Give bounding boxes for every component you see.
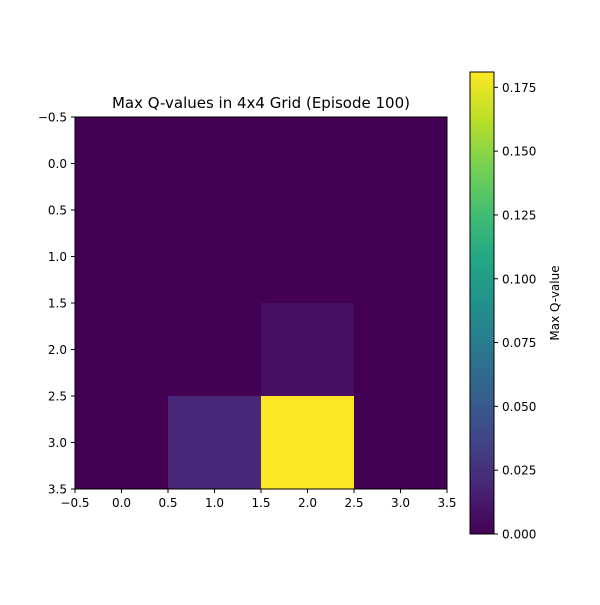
heatmap-cell <box>261 210 355 304</box>
x-tick-label: 0.0 <box>112 496 131 510</box>
x-axis: −0.5 0.0 0.5 1.0 1.5 2.0 2.5 3.0 3.5 <box>60 489 457 510</box>
heatmap-cell <box>75 210 169 304</box>
y-axis: −0.5 0.0 0.5 1.0 1.5 2.0 2.5 3.0 3.5 <box>38 111 75 497</box>
colorbar-tick-label: 0.075 <box>502 336 536 350</box>
colorbar <box>469 71 495 535</box>
y-tick-label: 2.5 <box>48 390 67 404</box>
x-tick-label: 2.0 <box>298 496 317 510</box>
colorbar-tick-label: 0.025 <box>502 464 536 478</box>
x-tick-label: 3.5 <box>437 496 456 510</box>
y-tick-label: −0.5 <box>38 111 67 125</box>
colorbar-tick-label: 0.125 <box>502 208 536 222</box>
y-tick-label: 1.5 <box>48 297 67 311</box>
colorbar-tick-label: 0.150 <box>502 145 536 159</box>
x-tick-label: 3.0 <box>391 496 410 510</box>
colorbar-tick-label: 0.050 <box>502 400 536 414</box>
heatmap-cell <box>354 396 448 490</box>
heatmap-cell <box>168 396 262 490</box>
heatmap-cell <box>261 396 355 490</box>
heatmap-cell <box>354 210 448 304</box>
x-tick-label: 1.5 <box>251 496 270 510</box>
colorbar-tick-label: 0.100 <box>502 272 536 286</box>
colorbar-label: Max Q-value <box>548 265 562 340</box>
heatmap-cell <box>168 117 262 211</box>
heatmap-cells <box>75 117 448 490</box>
y-tick-label: 0.0 <box>48 157 67 171</box>
heatmap-cell <box>354 117 448 211</box>
colorbar-axis: 0.000 0.025 0.050 0.075 0.100 0.125 0.150 0.175 <box>494 81 536 542</box>
heatmap-cell <box>261 303 355 397</box>
y-tick-label: 1.0 <box>48 250 67 264</box>
y-tick-label: 2.0 <box>48 343 67 357</box>
x-tick-label: 2.5 <box>344 496 363 510</box>
heatmap-cell <box>168 210 262 304</box>
heatmap-cell <box>261 117 355 211</box>
colorbar-tick-label: 0.175 <box>502 81 536 95</box>
x-tick-label: 1.0 <box>205 496 224 510</box>
y-tick-label: 3.0 <box>48 436 67 450</box>
heatmap-cell <box>75 396 169 490</box>
y-tick-label: 0.5 <box>48 204 67 218</box>
heatmap-cell <box>75 303 169 397</box>
colorbar-tick-label: 0.000 <box>502 528 536 542</box>
y-tick-label: 3.5 <box>48 483 67 497</box>
heatmap-cell <box>168 303 262 397</box>
x-tick-label: 0.5 <box>158 496 177 510</box>
chart-title: Max Q-values in 4x4 Grid (Episode 100) <box>112 94 410 112</box>
heatmap-cell <box>354 303 448 397</box>
x-tick-label: −0.5 <box>60 496 89 510</box>
heatmap-cell <box>75 117 169 211</box>
